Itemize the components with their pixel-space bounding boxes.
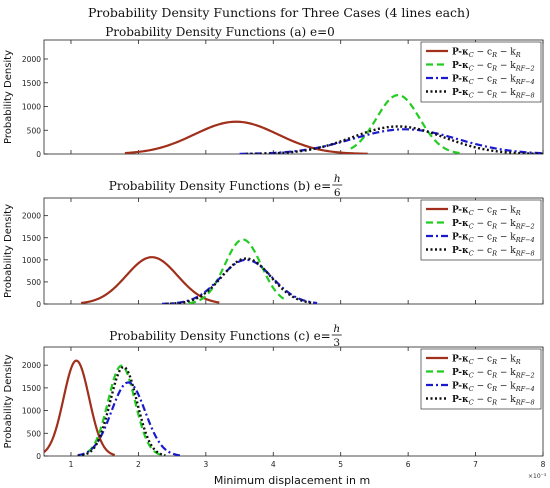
y-tick-label: 0 [36, 452, 41, 461]
x-axis-exponent: ×10⁻³ [528, 473, 547, 480]
panel-title: Probability Density Functions (a) e=0 [105, 25, 335, 39]
title-frac-numerator: h [333, 323, 340, 335]
x-tick-label: 6 [406, 460, 411, 469]
plot-frame [43, 346, 544, 457]
legend: P-κC − cR − kRP-κC − cR − kRF−2 P-κC − cR… [420, 199, 542, 261]
y-tick-label: 1500 [22, 79, 41, 88]
legend-label: P-κC − cR − kR [452, 355, 521, 367]
figure-title: Probability Density Functions for Three … [88, 5, 470, 20]
title-frac-denominator: 6 [334, 187, 341, 199]
x-axis-label: Minimum displacement in m [214, 474, 370, 487]
y-tick-label: 2000 [22, 55, 41, 64]
series-line-2 [188, 238, 288, 304]
y-tick-label: 0 [36, 300, 41, 309]
series-line-3 [239, 128, 543, 154]
series-line-4 [77, 365, 166, 456]
y-tick-label: 2000 [22, 361, 41, 370]
panel-1: Probability Density Functions (a) e=0 0 50… [3, 25, 544, 159]
x-tick-label: 4 [271, 460, 276, 469]
series-line-1 [124, 120, 368, 154]
y-axis-label: Probability Density [3, 204, 14, 298]
panel-title: Probability Density Functions (b) e= [109, 179, 331, 193]
x-tick-label: 3 [203, 460, 208, 469]
legend-label: P-κC − cR − kRF−4 [452, 382, 535, 394]
panel-3: Probability Density Functions (c) e= h 3 0 5… [3, 323, 546, 469]
title-frac-denominator: 3 [333, 337, 340, 349]
legend-label: P-κC − cR − kRF−2 [452, 368, 535, 380]
x-tick-label: 1 [69, 460, 74, 469]
series-line-2 [350, 93, 463, 154]
series-line-1 [44, 359, 116, 456]
series-line-4 [246, 125, 543, 154]
legend: P-κC − cR − kRP-κC − cR − kRF−2 P-κC − cR… [420, 348, 542, 410]
y-tick-label: 500 [27, 429, 42, 438]
y-tick-label: 1500 [22, 384, 41, 393]
y-tick-label: 1000 [22, 407, 41, 416]
legend-label: P-κC − cR − kRF−2 [452, 219, 535, 231]
y-tick-label: 2000 [22, 212, 41, 221]
chart-panels: Probability Density Functions (a) e=0050… [3, 25, 546, 469]
y-tick-label: 0 [36, 150, 41, 159]
y-tick-label: 500 [27, 278, 42, 287]
panel-title: Probability Density Functions (c) e= [109, 329, 331, 343]
panel-2: Probability Density Functions (b) e= h 6 0 5… [3, 173, 544, 309]
y-axis-label: Probability Density [3, 50, 14, 144]
x-tick-label: 2 [136, 460, 141, 469]
y-tick-label: 500 [27, 126, 42, 135]
x-tick-label: 7 [473, 460, 478, 469]
legend-label: P-κC − cR − kR [452, 48, 521, 60]
x-tick-label: 5 [338, 460, 343, 469]
x-tick-label: 8 [541, 460, 546, 469]
legend-label: P-κC − cR − kR [452, 206, 521, 218]
legend-label: P-κC − cR − kRF−2 [452, 61, 535, 73]
title-frac-numerator: h [334, 173, 341, 185]
series-line-1 [80, 256, 220, 304]
legend-label: P-κC − cR − kRF−8 [452, 246, 535, 258]
plot-frame [43, 197, 544, 305]
legend: P-κC − cR − kRP-κC − cR − kRF−2 P-κC − cR… [420, 41, 542, 103]
y-tick-label: 1000 [22, 256, 41, 265]
y-axis-label: Probability Density [3, 354, 14, 448]
series-line-3 [77, 381, 183, 456]
legend-label: P-κC − cR − kRF−8 [452, 395, 535, 407]
y-tick-label: 1500 [22, 234, 41, 243]
y-tick-label: 1000 [22, 103, 41, 112]
plot-frame [43, 39, 544, 155]
series-line-4 [165, 257, 314, 304]
legend-label: P-κC − cR − kRF−4 [452, 75, 535, 87]
legend-label: P-κC − cR − kRF−4 [452, 233, 535, 245]
legend-label: P-κC − cR − kRF−8 [452, 88, 535, 100]
